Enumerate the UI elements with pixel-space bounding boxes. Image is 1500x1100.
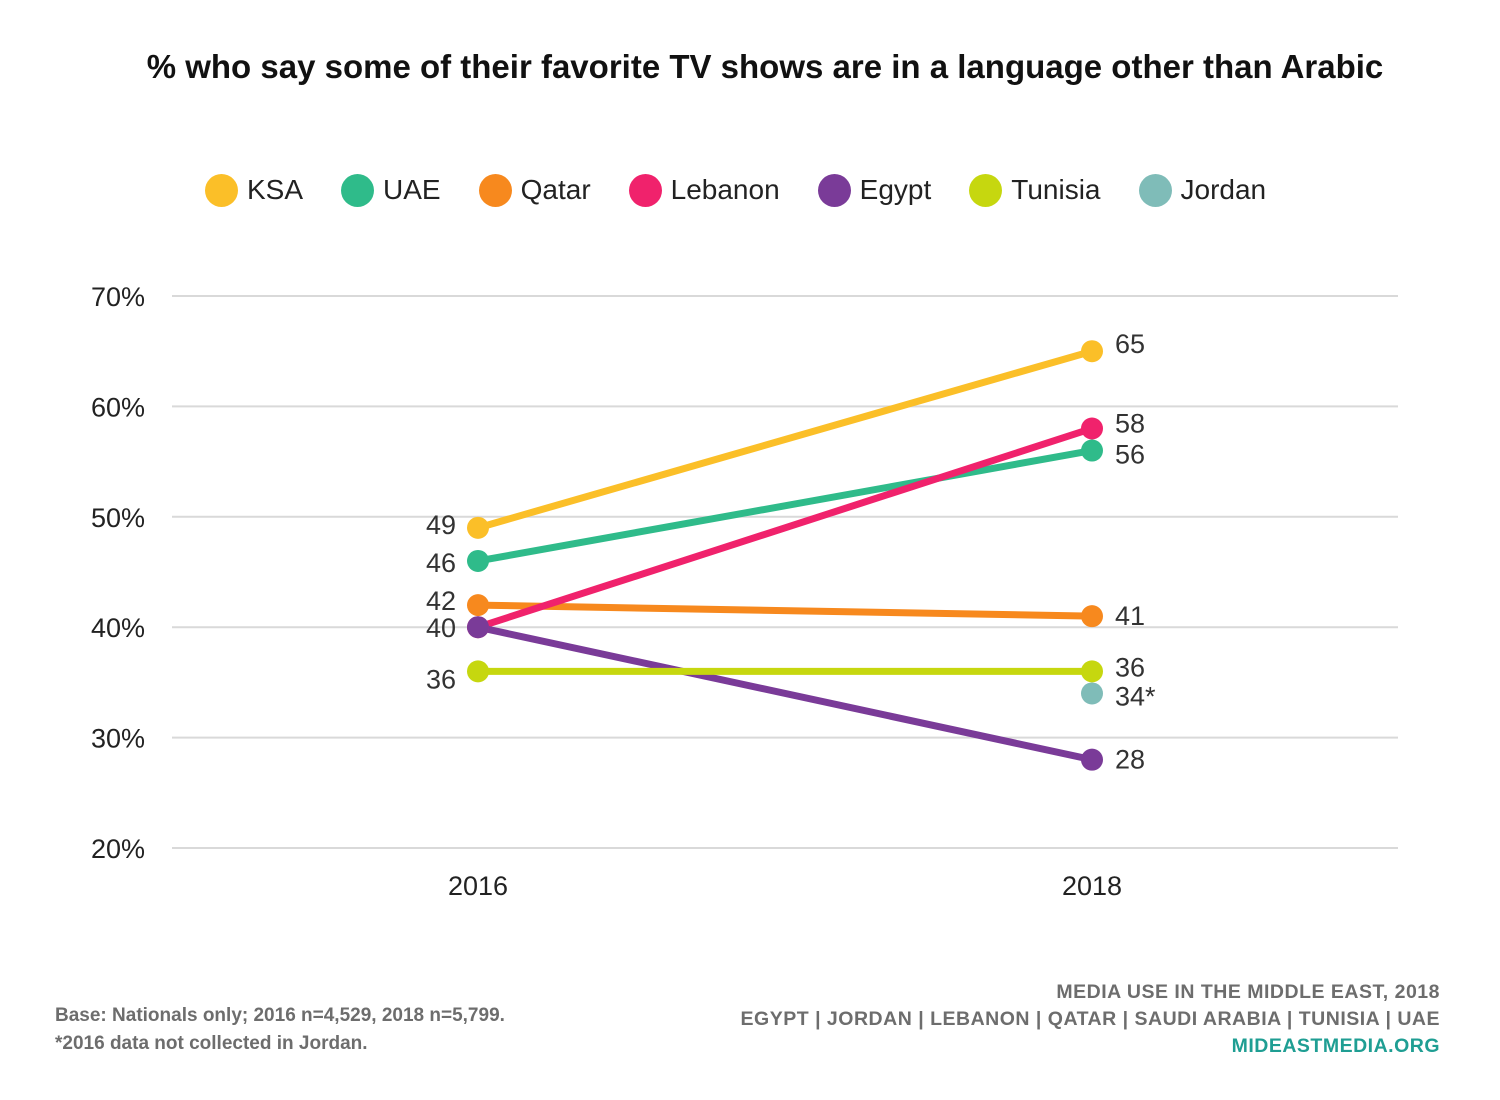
footnotes: Base: Nationals only; 2016 n=4,529, 2018… <box>55 1002 505 1058</box>
y-tick-label: 40% <box>91 613 145 643</box>
data-label-qatar-2018: 41 <box>1115 601 1145 631</box>
data-point-ksa-2018 <box>1081 340 1103 363</box>
data-label-lebanon-2018: 58 <box>1115 408 1145 438</box>
legend-swatch <box>1138 173 1172 207</box>
data-label-jordan-2018: 34* <box>1115 681 1156 711</box>
chart-title: % who say some of their favorite TV show… <box>146 48 1384 85</box>
y-tick-label: 70% <box>91 282 145 312</box>
data-point-jordan-2018 <box>1081 682 1103 705</box>
series-line-lebanon <box>474 424 1096 631</box>
data-point-uae-2018 <box>1081 439 1103 462</box>
series-line-uae <box>474 447 1096 565</box>
x-tick-label: 2016 <box>448 871 508 901</box>
data-point-qatar-2018 <box>1081 605 1103 628</box>
legend-swatch <box>205 173 238 207</box>
data-point-lebanon-2018 <box>1081 417 1103 440</box>
legend-swatch <box>628 173 662 207</box>
legend: KSA UAE Qatar Lebanon Egypt Tunisia Jordan <box>205 170 1304 210</box>
base-note: Base: Nationals only; 2016 n=4,529, 2018… <box>55 1005 505 1026</box>
data-label-uae-2018: 56 <box>1115 440 1145 470</box>
legend-label: KSA <box>247 174 304 205</box>
data-label-ksa-2018: 65 <box>1115 329 1145 359</box>
legend-label: Egypt <box>859 174 932 205</box>
data-point-egypt-2018 <box>1081 748 1103 771</box>
data-point-tunisia-2016 <box>467 660 489 683</box>
data-label-egypt-2016: 40 <box>426 613 456 643</box>
x-tick-label: 2018 <box>1062 871 1122 901</box>
legend-item-uae: UAE <box>341 173 441 207</box>
legend-swatch <box>969 173 1003 207</box>
legend-swatch <box>817 173 851 207</box>
legend-label: Tunisia <box>1011 174 1101 205</box>
legend-label: Qatar <box>520 174 591 205</box>
legend-item-qatar: Qatar <box>478 173 591 207</box>
source-credit: MEDIA USE IN THE MIDDLE EAST, 2018 EGYPT… <box>741 979 1440 1060</box>
y-tick-label: 50% <box>91 503 145 533</box>
legend-item-tunisia: Tunisia <box>969 173 1101 207</box>
y-tick-label: 60% <box>91 392 145 422</box>
data-label-qatar-2016: 42 <box>426 586 456 616</box>
jordan-note: *2016 data not collected in Jordan. <box>55 1033 368 1054</box>
data-point-qatar-2016 <box>467 594 489 617</box>
data-point-tunisia-2018 <box>1081 660 1103 683</box>
data-point-ksa-2016 <box>467 516 489 539</box>
source-title: MEDIA USE IN THE MIDDLE EAST, 2018 <box>1056 981 1440 1003</box>
legend-item-egypt: Egypt <box>817 173 932 207</box>
series-line-ksa <box>474 347 1096 532</box>
data-label-tunisia-2018: 36 <box>1115 652 1145 682</box>
data-label-tunisia-2016: 36 <box>426 664 456 694</box>
legend-item-lebanon: Lebanon <box>628 173 780 207</box>
data-label-egypt-2018: 28 <box>1115 745 1145 775</box>
legend-swatch <box>478 173 512 207</box>
legend-item-ksa: KSA <box>205 173 304 207</box>
source-website[interactable]: MIDEASTMEDIA.ORG <box>1231 1035 1440 1057</box>
data-point-egypt-2016 <box>467 616 489 639</box>
series-line-egypt <box>474 623 1096 764</box>
legend-label: Lebanon <box>670 174 780 205</box>
data-label-uae-2016: 46 <box>426 548 456 578</box>
legend-item-jordan: Jordan <box>1138 173 1267 207</box>
legend-label: UAE <box>383 174 441 205</box>
y-tick-label: 20% <box>91 834 145 864</box>
data-label-ksa-2016: 49 <box>426 510 456 540</box>
legend-swatch <box>341 173 375 207</box>
y-tick-label: 30% <box>91 724 145 754</box>
source-countries: EGYPT | JORDAN | LEBANON | QATAR | SAUDI… <box>740 1008 1440 1030</box>
series-line-qatar <box>474 601 1096 620</box>
data-point-uae-2016 <box>467 549 489 572</box>
legend-label: Jordan <box>1180 174 1267 205</box>
